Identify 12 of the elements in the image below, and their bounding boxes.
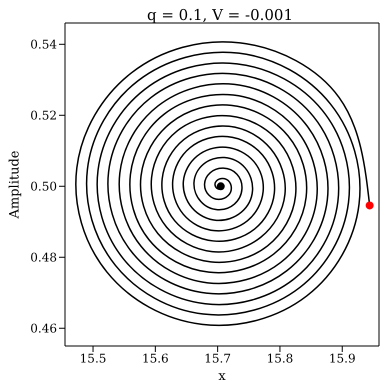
y-tick-label: 0.54: [30, 38, 58, 52]
x-tick-label: 15.8: [266, 352, 294, 366]
x-tick-label: 15.9: [328, 352, 356, 366]
x-axis-title: x: [218, 369, 226, 384]
x-tick-label: 15.7: [204, 352, 231, 366]
x-tick-label: 15.6: [142, 352, 169, 366]
y-tick-label: 0.50: [30, 180, 57, 194]
y-tick-label: 0.48: [30, 250, 57, 265]
y-axis-title: Amplitude: [8, 150, 23, 220]
x-tick-label: 15.5: [80, 352, 106, 366]
y-tick-label: 0.52: [30, 108, 57, 123]
y-tick-label: 0.46: [30, 322, 57, 336]
